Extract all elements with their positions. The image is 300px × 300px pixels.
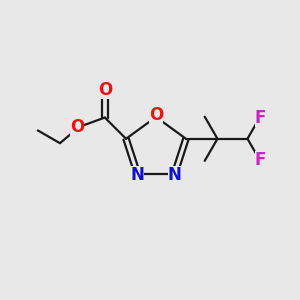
Text: N: N: [130, 167, 144, 184]
Text: N: N: [168, 167, 182, 184]
Text: O: O: [70, 118, 84, 136]
Text: O: O: [149, 106, 163, 124]
Text: F: F: [254, 151, 266, 169]
Text: O: O: [98, 81, 112, 99]
Text: F: F: [254, 109, 266, 127]
